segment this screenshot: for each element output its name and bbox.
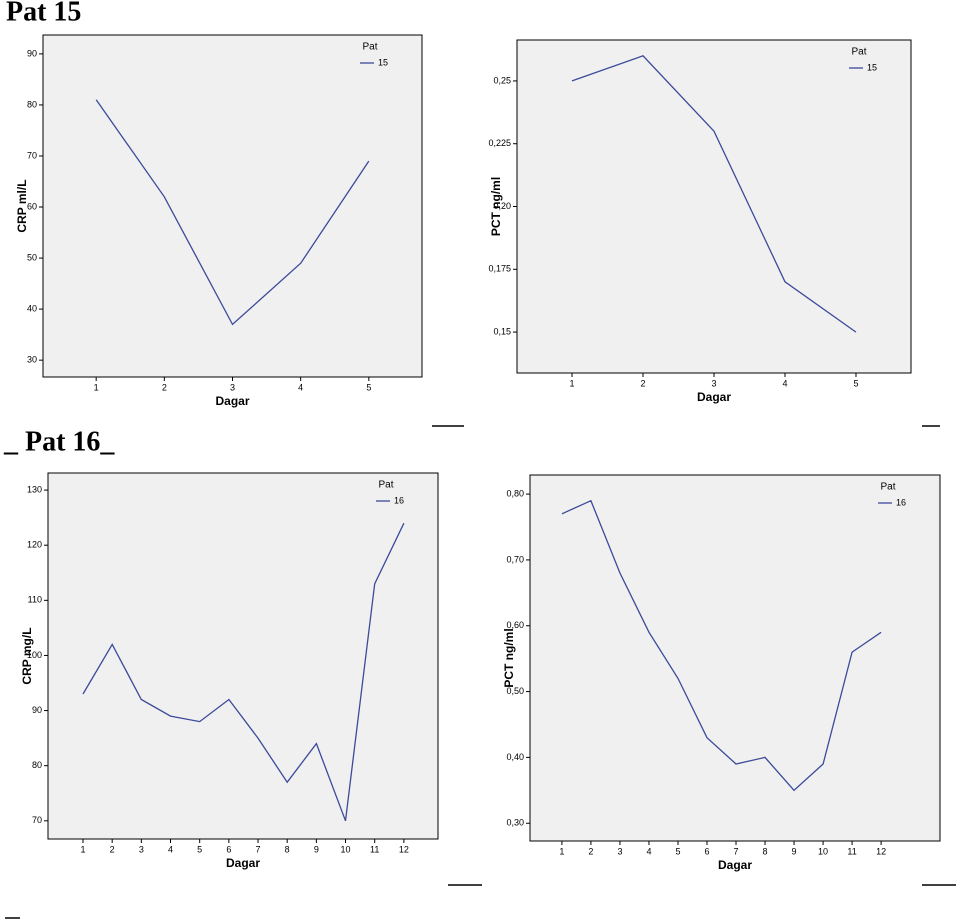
x-tick-label: 1 [80, 844, 85, 854]
x-tick-label: 3 [711, 378, 716, 388]
y-tick-label: 100 [27, 650, 42, 660]
y-axis-label: CRP ml/L [15, 179, 29, 232]
legend-title: Pat [378, 480, 393, 491]
x-tick-label: 1 [94, 382, 99, 392]
y-tick-label: 0,80 [506, 488, 524, 498]
x-tick-label: 11 [847, 846, 856, 856]
x-axis-label: Dagar [226, 856, 260, 870]
x-tick-label: 6 [704, 846, 709, 856]
x-tick-label: 4 [168, 844, 173, 854]
x-tick-label: 9 [314, 844, 319, 854]
x-tick-label: 5 [853, 378, 858, 388]
x-tick-label: 1 [570, 378, 575, 388]
x-tick-label: 7 [734, 846, 739, 856]
y-tick-label: 80 [32, 760, 42, 770]
x-tick-label: 12 [876, 846, 886, 856]
legend-title: Pat [362, 42, 377, 53]
x-axis-label: Dagar [215, 394, 249, 408]
y-tick-label: 40 [27, 303, 37, 313]
y-axis-label: CRP mg/L [20, 627, 34, 684]
y-tick-label: 0,25 [493, 75, 511, 85]
y-tick-label: 90 [32, 705, 42, 715]
data-line [82, 522, 405, 822]
x-tick-label: 2 [162, 382, 167, 392]
x-tick-label: 9 [792, 846, 797, 856]
x-tick-label: 10 [341, 844, 351, 854]
data-line [571, 55, 857, 333]
data-line [561, 499, 882, 792]
y-tick-label: 70 [27, 150, 37, 160]
y-tick-label: 0,30 [506, 818, 524, 828]
x-tick-label: 11 [370, 844, 379, 854]
y-axis-label: PCT ng/ml [489, 177, 503, 236]
x-tick-label: 3 [230, 382, 235, 392]
y-tick-label: 0,50 [506, 686, 524, 696]
x-tick-label: 2 [641, 378, 646, 388]
x-tick-label: 3 [139, 844, 144, 854]
y-tick-label: 50 [27, 252, 37, 262]
legend-label: 16 [394, 495, 404, 505]
y-tick-label: 70 [32, 815, 42, 825]
x-tick-label: 8 [285, 844, 290, 854]
y-axis-label: PCT ng/ml [502, 628, 516, 687]
x-tick-label: 10 [818, 846, 828, 856]
y-tick-label: 90 [27, 48, 37, 58]
x-tick-label: 4 [298, 382, 303, 392]
legend-label: 15 [378, 57, 388, 67]
plot-area [42, 34, 423, 378]
y-tick-label: 120 [27, 540, 42, 550]
y-tick-label: 130 [27, 484, 42, 494]
x-tick-label: 1 [559, 846, 564, 856]
y-tick-label: 30 [27, 355, 37, 365]
x-tick-label: 5 [366, 382, 371, 392]
decor [5, 425, 956, 919]
x-tick-label: 6 [226, 844, 231, 854]
legend-label: 15 [867, 62, 877, 72]
y-tick-label: 0,60 [506, 620, 524, 630]
x-tick-label: 2 [110, 844, 115, 854]
x-tick-label: 7 [256, 844, 261, 854]
x-tick-label: 5 [197, 844, 202, 854]
x-tick-label: 3 [617, 846, 622, 856]
x-tick-label: 4 [646, 846, 651, 856]
x-tick-label: 4 [782, 378, 787, 388]
data-line [95, 99, 370, 326]
y-tick-label: 0,175 [488, 264, 511, 274]
x-axis-label: Dagar [718, 858, 752, 872]
plot-area [516, 39, 912, 374]
heading: Pat 15 [6, 0, 81, 27]
y-tick-label: 0,15 [493, 326, 511, 336]
x-tick-label: 8 [763, 846, 768, 856]
legend-title: Pat [880, 482, 895, 493]
y-tick-label: 0,20 [493, 201, 511, 211]
y-tick-label: 60 [27, 201, 37, 211]
x-tick-label: 12 [399, 844, 409, 854]
y-tick-label: 110 [28, 595, 42, 605]
heading: _ Pat 16_ [3, 426, 115, 457]
x-tick-label: 5 [675, 846, 680, 856]
x-axis-label: Dagar [697, 390, 731, 404]
legend-label: 16 [896, 497, 906, 507]
y-tick-label: 0,40 [506, 752, 524, 762]
plot-area [529, 474, 941, 842]
plot-area [47, 472, 439, 840]
x-tick-label: 2 [588, 846, 593, 856]
y-tick-label: 0,70 [506, 554, 524, 564]
y-tick-label: 80 [27, 99, 37, 109]
y-tick-label: 0,225 [488, 138, 511, 148]
legend-title: Pat [851, 47, 866, 58]
